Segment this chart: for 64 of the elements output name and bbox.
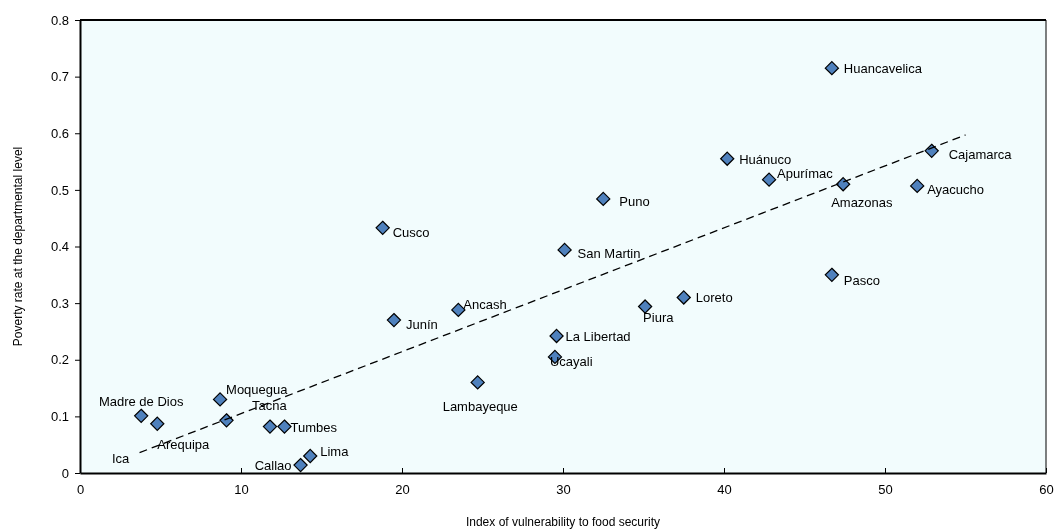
point (835, 177, 851, 192)
y-tick-label: 0.4 (50, 239, 69, 255)
annotation: Cusco (392, 224, 430, 240)
point (150, 416, 165, 431)
x-tick-label: 40 (717, 482, 732, 498)
point (470, 375, 485, 390)
y-tick-label: 0.8 (50, 12, 69, 28)
point (549, 328, 564, 344)
point (596, 191, 611, 207)
y-tick-label: 0.1 (50, 409, 69, 425)
point (212, 392, 228, 407)
annotation: Moquegua (226, 382, 289, 398)
x-tick-label: 60 (1039, 482, 1054, 498)
point (720, 151, 735, 166)
annotation: Tumbes (290, 419, 338, 435)
y-tick-label: 0.3 (50, 295, 69, 311)
point (134, 408, 149, 423)
annotation: Ica (112, 451, 131, 466)
annotation: Loreto (695, 290, 733, 306)
annotation: San Martin (577, 245, 641, 261)
y-tick-label: 0.2 (50, 352, 69, 368)
annotation: Ayacucho (927, 181, 985, 197)
x-tick-label: 20 (395, 482, 410, 498)
y-tick-label: 0.6 (50, 125, 69, 141)
y-tick-label: 0.5 (50, 182, 69, 198)
x-tick-label: 30 (556, 482, 571, 498)
point (293, 457, 308, 473)
y-axis-title: Poverty rate at the departmental level (11, 146, 25, 347)
annotation: Lima (320, 444, 350, 460)
annotation: Arequipa (157, 436, 211, 452)
point (637, 299, 653, 314)
annotation: Callao (254, 458, 292, 474)
x-tick-label: 10 (234, 482, 249, 498)
annotation: Huánuco (739, 151, 792, 167)
annotation: Apurímac (777, 165, 834, 181)
annotation: Puno (619, 193, 650, 209)
annotation: Huancavelica (843, 61, 923, 77)
point (557, 242, 572, 258)
annotation: Ucayali (549, 353, 593, 369)
point (303, 448, 318, 464)
annotation: Lambayeque (442, 399, 518, 415)
annotation: Madre de Dios (98, 393, 184, 409)
x-tick-label: 50 (878, 482, 893, 498)
point (386, 312, 402, 328)
x-axis-title: Index of vulnerability to food security (465, 515, 661, 529)
point (262, 419, 278, 434)
annotation: Piura (643, 309, 675, 325)
annotation: Ancash (463, 296, 507, 312)
point (676, 290, 691, 305)
point (761, 172, 777, 187)
y-tick-label: 0 (61, 465, 69, 481)
annotation: La Libertad (565, 328, 631, 344)
annotation: Junín (405, 317, 438, 333)
point (910, 178, 925, 194)
x-tick-label: 0 (76, 482, 85, 498)
annotation: Pasco (843, 272, 881, 288)
point (375, 220, 390, 235)
annotation: Cajamarca (948, 146, 1013, 162)
annotation: Tacna (251, 397, 288, 413)
point (824, 60, 840, 76)
point (824, 267, 840, 282)
point (277, 419, 292, 434)
annotation: Amazonas (831, 195, 894, 211)
y-tick-label: 0.7 (50, 69, 69, 85)
